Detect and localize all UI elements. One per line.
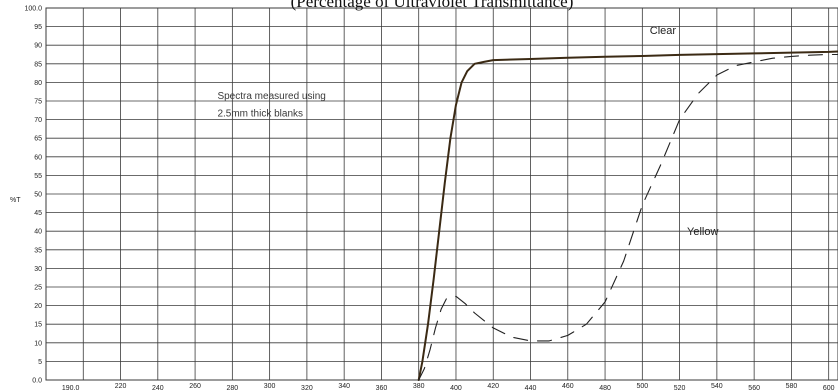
y-tick-label: 55 — [34, 173, 42, 180]
x-tick-label: 580 — [786, 383, 798, 390]
y-tick-label: 15 — [34, 322, 42, 329]
x-tick-label: 600 — [823, 385, 835, 392]
x-tick-label: 280 — [227, 385, 239, 392]
x-tick-label: 560 — [748, 385, 760, 392]
measurement-note: Spectra measured using 2.5mm thick blank… — [217, 91, 325, 119]
measurement-note-line-2: 2.5mm thick blanks — [217, 109, 303, 120]
x-tick-label: 520 — [674, 385, 686, 392]
y-tick-label: 100.0 — [24, 6, 42, 13]
x-tick-label: 190.0 — [62, 385, 80, 392]
series-lines — [417, 50, 838, 381]
series-label-yellow: Yellow — [687, 226, 718, 238]
x-tick-label: 340 — [338, 383, 350, 390]
x-tick-label: 400 — [450, 385, 462, 392]
x-tick-label: 360 — [376, 385, 388, 392]
series-line-clear — [417, 50, 838, 381]
x-tick-label: 460 — [562, 383, 574, 390]
y-tick-label: 35 — [34, 247, 42, 254]
y-tick-label: 25 — [34, 285, 42, 292]
y-tick-label: 45 — [34, 210, 42, 217]
y-tick-label: 80 — [34, 80, 42, 87]
y-tick-label: 90 — [34, 43, 42, 50]
x-tick-label: 480 — [599, 385, 611, 392]
y-tick-label: 20 — [34, 303, 42, 310]
y-tick-label: 50 — [34, 192, 42, 199]
series-label-clear: Clear — [650, 25, 677, 37]
measurement-note-line-1: Spectra measured using — [217, 91, 325, 102]
y-tick-label: 30 — [34, 266, 42, 273]
x-tick-label: 240 — [152, 385, 164, 392]
y-tick-label: 70 — [34, 117, 42, 124]
x-tick-label: 380 — [413, 383, 425, 390]
y-tick-labels: 0.0 5 10 15 20 25 30 35 40 45 50 55 60 65 70 75 80 85 90 95… — [24, 6, 42, 385]
y-tick-label: 75 — [34, 99, 42, 106]
x-tick-label: 220 — [115, 383, 127, 390]
x-tick-label: 500 — [636, 383, 648, 390]
y-tick-label: 60 — [34, 154, 42, 161]
x-tick-labels: 190.0 220 240 260 280 300 320 340 360 380 400 420 44… — [62, 383, 835, 392]
series-labels: Clear Yellow — [650, 25, 719, 238]
x-tick-label: 540 — [711, 383, 723, 390]
y-tick-label: 0.0 — [32, 378, 42, 385]
y-tick-label: 85 — [34, 61, 42, 68]
chart-title: (Percentage of Ultraviolet Transmittance… — [291, 0, 574, 11]
x-tick-label: 300 — [264, 383, 276, 390]
y-tick-label: 10 — [34, 340, 42, 347]
plot-frame — [45, 7, 838, 381]
y-tick-label: 40 — [34, 229, 42, 236]
y-tick-label: 95 — [34, 24, 42, 31]
x-tick-label: 320 — [301, 385, 313, 392]
plot-grid — [45, 7, 838, 381]
x-tick-label: 260 — [189, 383, 201, 390]
series-line-yellow — [418, 53, 838, 381]
y-tick-label: 65 — [34, 136, 42, 143]
x-tick-label: 440 — [525, 385, 537, 392]
y-axis-label: %T — [10, 197, 21, 204]
x-tick-label: 420 — [487, 383, 499, 390]
y-tick-label: 5 — [38, 359, 42, 366]
